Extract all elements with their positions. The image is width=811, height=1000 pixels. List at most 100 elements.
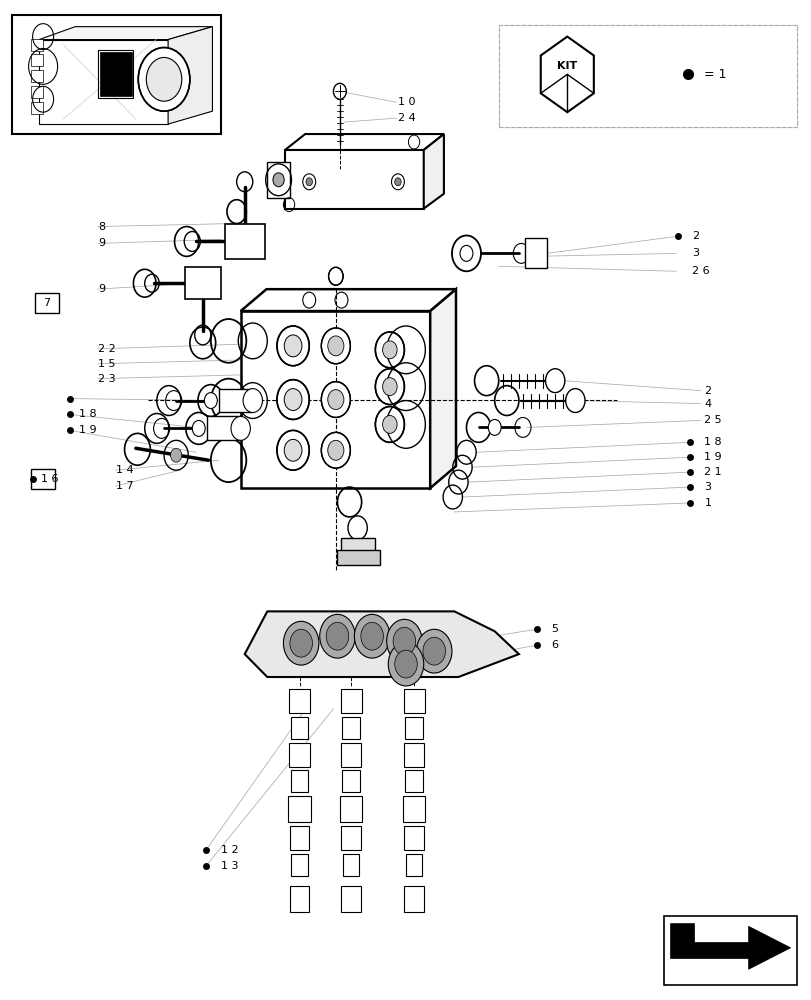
- Circle shape: [360, 622, 383, 650]
- Polygon shape: [31, 86, 43, 98]
- Text: 6: 6: [551, 640, 557, 650]
- Polygon shape: [403, 689, 424, 713]
- Text: 2: 2: [692, 231, 698, 241]
- Circle shape: [423, 637, 445, 665]
- Bar: [31, 469, 55, 489]
- Text: 1 3: 1 3: [221, 861, 238, 871]
- Polygon shape: [39, 27, 212, 40]
- Circle shape: [375, 407, 404, 442]
- Circle shape: [306, 178, 312, 186]
- Polygon shape: [219, 389, 252, 412]
- Polygon shape: [404, 886, 423, 912]
- Polygon shape: [423, 134, 444, 209]
- Polygon shape: [291, 854, 307, 876]
- Bar: [12, 15, 221, 134]
- Polygon shape: [285, 150, 423, 209]
- Text: 1 4: 1 4: [115, 465, 133, 475]
- Circle shape: [272, 173, 284, 187]
- Polygon shape: [337, 550, 380, 565]
- Bar: [35, 293, 59, 313]
- Circle shape: [545, 369, 564, 393]
- Circle shape: [375, 369, 404, 405]
- Text: 1 2: 1 2: [221, 845, 238, 855]
- Polygon shape: [31, 70, 43, 82]
- Text: KIT: KIT: [556, 61, 577, 71]
- Polygon shape: [288, 796, 311, 822]
- Circle shape: [354, 614, 389, 658]
- Circle shape: [192, 420, 205, 436]
- Polygon shape: [404, 826, 423, 850]
- Polygon shape: [285, 134, 444, 150]
- Circle shape: [284, 335, 302, 357]
- Circle shape: [326, 622, 348, 650]
- Circle shape: [146, 57, 182, 101]
- Circle shape: [386, 619, 422, 663]
- Polygon shape: [341, 689, 361, 713]
- Text: 9: 9: [98, 284, 105, 294]
- Polygon shape: [290, 826, 309, 850]
- Polygon shape: [290, 770, 308, 792]
- Bar: [498, 25, 796, 127]
- Text: 2 6: 2 6: [692, 266, 709, 276]
- Polygon shape: [406, 854, 422, 876]
- Circle shape: [230, 416, 250, 440]
- Text: 2: 2: [703, 386, 710, 396]
- Polygon shape: [290, 886, 309, 912]
- Bar: [100, 52, 131, 96]
- Circle shape: [328, 267, 343, 285]
- Circle shape: [487, 419, 500, 435]
- Circle shape: [290, 629, 312, 657]
- Polygon shape: [240, 311, 430, 488]
- Polygon shape: [289, 689, 310, 713]
- Text: 7: 7: [44, 298, 50, 308]
- Polygon shape: [405, 770, 423, 792]
- Text: 1 6: 1 6: [41, 474, 59, 484]
- Polygon shape: [342, 717, 359, 739]
- Circle shape: [328, 390, 344, 410]
- Text: 1 9: 1 9: [79, 425, 97, 435]
- Polygon shape: [342, 770, 359, 792]
- Polygon shape: [670, 924, 790, 969]
- Polygon shape: [225, 224, 264, 259]
- Circle shape: [382, 415, 397, 433]
- Text: 2 5: 2 5: [703, 415, 721, 425]
- Polygon shape: [207, 416, 240, 440]
- Polygon shape: [402, 796, 425, 822]
- Circle shape: [321, 382, 350, 417]
- Circle shape: [321, 432, 350, 468]
- Circle shape: [321, 328, 350, 364]
- Polygon shape: [341, 743, 361, 767]
- Polygon shape: [39, 40, 168, 124]
- Polygon shape: [31, 102, 43, 114]
- Circle shape: [283, 621, 319, 665]
- Circle shape: [394, 178, 401, 186]
- Circle shape: [382, 341, 397, 359]
- Circle shape: [460, 245, 472, 261]
- Circle shape: [204, 393, 217, 409]
- Circle shape: [277, 380, 309, 419]
- Text: 2 4: 2 4: [397, 113, 415, 123]
- Circle shape: [320, 614, 354, 658]
- Circle shape: [284, 439, 302, 461]
- Polygon shape: [168, 27, 212, 124]
- Text: 1 7: 1 7: [115, 481, 133, 491]
- Polygon shape: [341, 538, 375, 552]
- Circle shape: [170, 448, 182, 462]
- Polygon shape: [404, 743, 423, 767]
- Text: 5: 5: [551, 624, 557, 634]
- Polygon shape: [289, 743, 309, 767]
- Polygon shape: [31, 39, 43, 51]
- Text: 1: 1: [703, 498, 710, 508]
- Circle shape: [328, 336, 344, 356]
- Polygon shape: [31, 54, 43, 66]
- Polygon shape: [405, 717, 423, 739]
- Polygon shape: [267, 162, 290, 198]
- Circle shape: [394, 650, 417, 678]
- Circle shape: [277, 326, 309, 366]
- Polygon shape: [540, 37, 593, 112]
- Text: 1 8: 1 8: [79, 409, 97, 419]
- Circle shape: [333, 83, 346, 99]
- Polygon shape: [341, 886, 360, 912]
- Polygon shape: [340, 796, 362, 822]
- Text: 9: 9: [98, 238, 105, 248]
